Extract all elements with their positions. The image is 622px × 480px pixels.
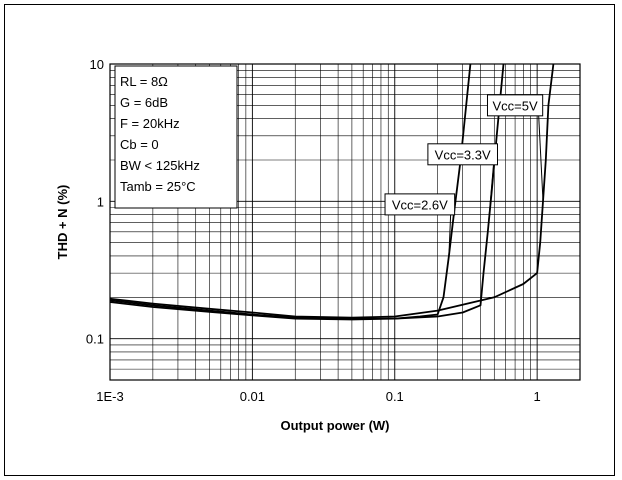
figure-frame — [4, 4, 615, 476]
x-tick-label: 1 — [534, 389, 541, 404]
y-tick-label: 1 — [97, 194, 104, 209]
condition-text: G = 6dB — [120, 95, 168, 110]
condition-text: F = 20kHz — [120, 116, 180, 131]
series-label: Vcc=3.3V — [435, 147, 491, 162]
series-line-2 — [109, 63, 472, 321]
leader-line — [487, 164, 494, 232]
plot-area — [109, 63, 581, 381]
condition-text: RL = 8Ω — [120, 74, 168, 89]
leader-line — [538, 115, 544, 202]
series-label-box — [384, 193, 456, 216]
y-axis-label: THD + N (%) — [55, 185, 70, 260]
condition-text: Tamb = 25°C — [120, 179, 196, 194]
x-tick-label: 1E-3 — [96, 389, 123, 404]
x-axis-label: Output power (W) — [280, 418, 389, 433]
y-tick-label: 10 — [90, 57, 104, 72]
tick-labels: 1E-3 0.01 0.1 1 0.1 1 10 — [86, 57, 541, 404]
y-tick-label: 0.1 — [86, 332, 104, 347]
x-tick-label: 0.01 — [240, 389, 265, 404]
series-label-box — [427, 143, 498, 166]
annotations: RL = 8Ω G = 6dB F = 20kHz Cb = 0 BW < 125kHz… — [114, 65, 544, 256]
series-line-0 — [109, 63, 555, 319]
conditions-box — [114, 65, 238, 209]
condition-text: Cb = 0 — [120, 137, 159, 152]
series-label: Vcc=5V — [492, 98, 537, 113]
series-label: Vcc=2.6V — [392, 197, 448, 212]
leader-line — [448, 214, 452, 256]
series-label-box — [486, 94, 544, 117]
x-tick-label: 0.1 — [386, 389, 404, 404]
condition-text: BW < 125kHz — [120, 158, 200, 173]
